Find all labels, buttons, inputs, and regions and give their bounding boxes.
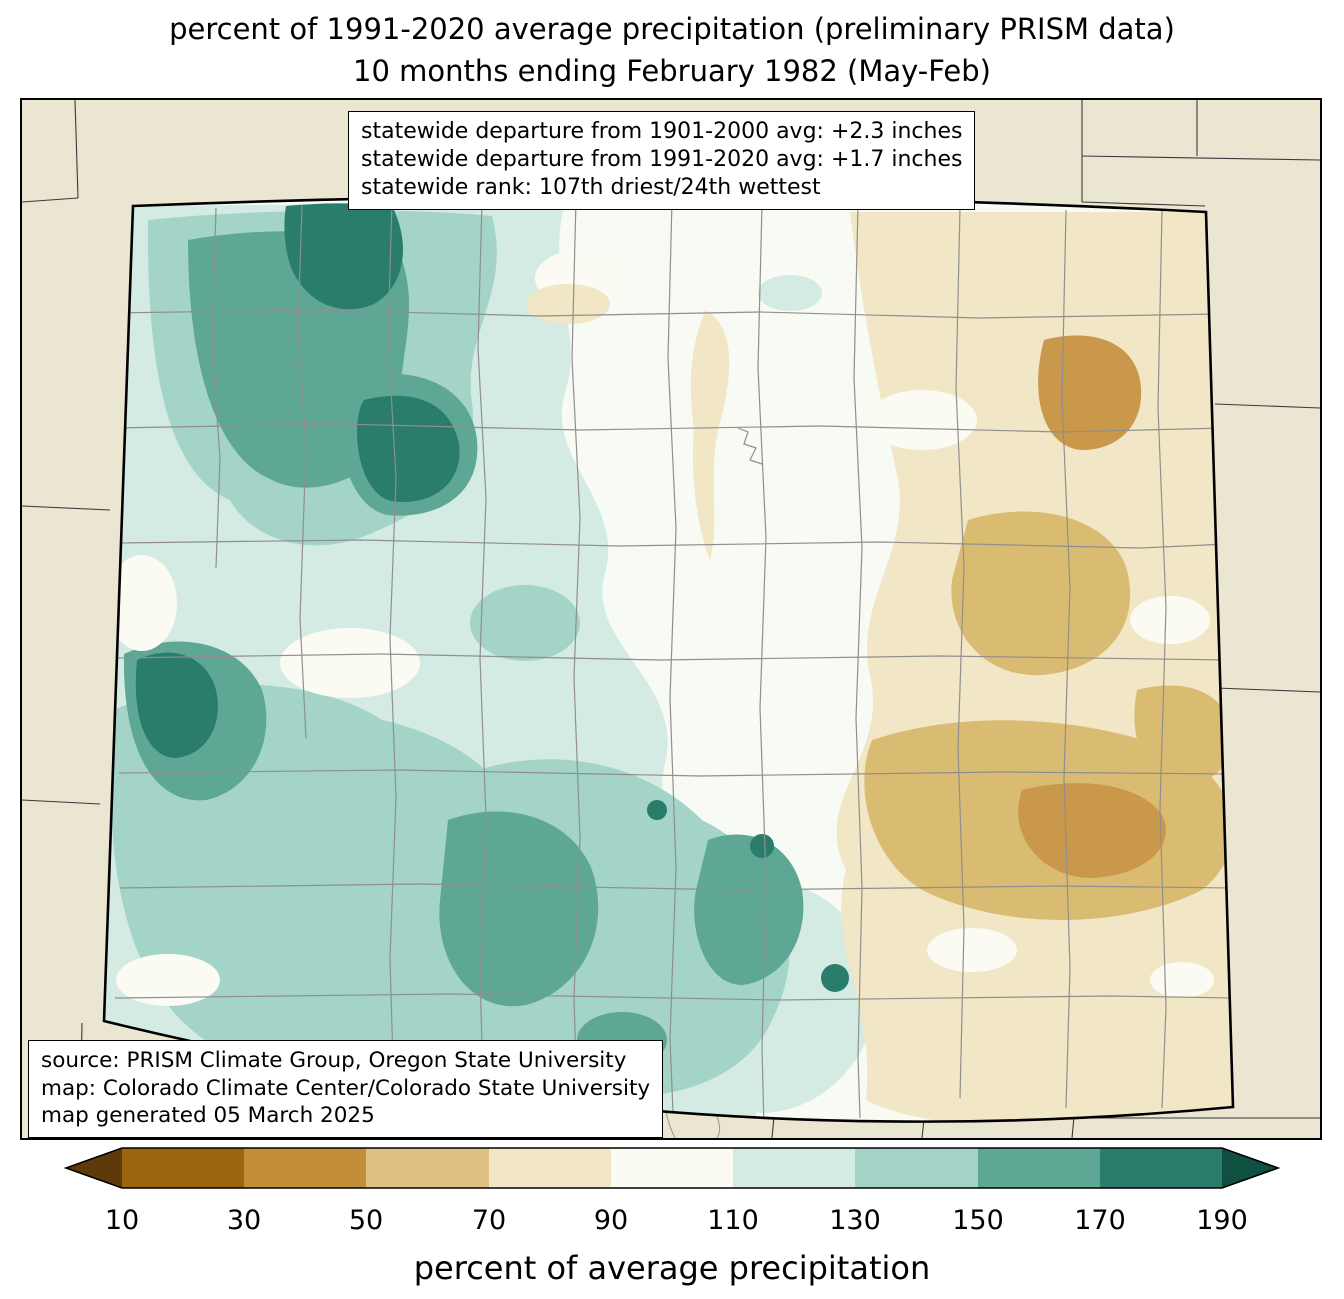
colorbar-segment-150-170 (978, 1148, 1100, 1188)
colorbar-segment-90-110 (611, 1148, 733, 1188)
source-line-2: map: Colorado Climate Center/Colorado St… (41, 1075, 651, 1101)
county-lines (109, 199, 1233, 1122)
county-line (853, 205, 863, 1119)
neighbor-line (21, 799, 101, 805)
source-line-3: map generated 05 March 2025 (41, 1103, 375, 1129)
region-east-edge-tan (1134, 685, 1232, 786)
colorbar-tick-label: 90 (594, 1205, 628, 1236)
stats-line-3: statewide rank: 107th driest/24th wettes… (361, 175, 821, 201)
neighbor-line (21, 505, 111, 511)
source-credit-box: source: PRISM Climate Group, Oregon Stat… (28, 1040, 664, 1138)
county-line (118, 769, 1233, 777)
region-white-patch (867, 390, 977, 450)
page-title-line2: 10 months ending February 1982 (May-Feb) (353, 54, 991, 89)
region-ne-teal-spot (758, 275, 822, 311)
colorbar-segment-70-90 (489, 1148, 611, 1188)
neighbor-line (1081, 155, 1321, 161)
county-line (1061, 209, 1071, 1109)
neighbor-line (1081, 201, 1206, 207)
county-line (1157, 209, 1167, 1109)
source-line-1: source: PRISM Climate Group, Oregon Stat… (41, 1048, 627, 1073)
denver-metro-lines (737, 427, 763, 465)
region-white-patch (280, 628, 420, 698)
colorbar-outline (63, 1147, 1281, 1189)
region-dark-teal-dot (647, 800, 667, 820)
colorbar-tick-label: 150 (952, 1205, 1004, 1236)
colorbar-tick-label: 50 (349, 1205, 383, 1236)
county-line (757, 203, 767, 1122)
region-south-mid-teal-2 (694, 834, 804, 985)
page-title: percent of 1991-2020 average precipitati… (0, 8, 1344, 92)
county-line (571, 199, 581, 1122)
region-white-patch (116, 954, 220, 1006)
region-north-dark-teal (284, 203, 403, 310)
colorbar-segment-50-70 (366, 1148, 489, 1188)
region-dark-teal-dot (750, 834, 774, 858)
county-line (211, 207, 221, 569)
county-line (955, 207, 965, 1099)
neighbor-line (1215, 687, 1321, 693)
colorbar-segment-170-190 (1100, 1148, 1222, 1188)
region-white-patch (107, 555, 177, 651)
regions-white-west (107, 250, 625, 1006)
region-white-patch (1130, 596, 1210, 644)
region-tan-tongue (690, 310, 730, 560)
region-central-teal-spot (470, 585, 580, 661)
colorbar-segment-130-150 (855, 1148, 978, 1188)
precipitation-colorbar: 10 30 50 70 90 110 130 150 170 190 perce… (63, 1147, 1281, 1287)
county-line (109, 309, 1221, 319)
region-white-patch (1150, 962, 1214, 998)
colorbar-segment-110-130 (733, 1148, 855, 1188)
county-line (387, 201, 397, 1099)
region-ne-dark-tan (1038, 335, 1142, 450)
region-dark-teal-dot (821, 964, 849, 992)
colorbar-tick-label: 170 (1074, 1205, 1126, 1236)
county-line (477, 200, 487, 1109)
colorbar-segment-10-30 (122, 1148, 244, 1188)
region-central-dark-teal (356, 395, 460, 502)
neighbor-line (74, 99, 79, 199)
region-south-mid-teal (439, 811, 599, 1007)
colorbar-tick-label: 30 (227, 1205, 261, 1236)
colorbar-arrow-above-190 (1222, 1148, 1278, 1188)
colorbar-axis-label: percent of average precipitation (414, 1249, 931, 1287)
county-line (119, 883, 1233, 891)
region-east-mid-tan (951, 511, 1131, 676)
stats-line-2: statewide departure from 1991-2020 avg: … (361, 147, 963, 173)
regions-white-east (867, 390, 1214, 998)
neighbor-line (21, 197, 79, 203)
region-tan-spot (526, 284, 610, 324)
county-line (116, 653, 1231, 661)
colorbar-tick-label: 190 (1196, 1205, 1248, 1236)
colorbar-segment-30-50 (244, 1148, 366, 1188)
regions-tan-dark (1018, 335, 1166, 878)
colorbar-tick-label: 110 (707, 1205, 759, 1236)
regions-teal-dark (135, 203, 849, 992)
county-line (114, 993, 1233, 1001)
county-line (111, 423, 1226, 433)
statewide-stats-box: statewide departure from 1901-2000 avg: … (348, 111, 976, 211)
stats-line-1: statewide departure from 1901-2000 avg: … (361, 119, 963, 144)
colorbar-tick-label: 130 (829, 1205, 881, 1236)
colorbar-tick-label: 10 (105, 1205, 139, 1236)
colorbar-arrow-below-10 (66, 1148, 122, 1188)
region-west-dark-teal (135, 652, 218, 758)
region-se-dark-tan (1018, 783, 1166, 878)
colorbar-tick-label: 70 (472, 1205, 506, 1236)
region-white-patch (927, 928, 1017, 972)
neighbor-line (1214, 403, 1321, 409)
page-title-line1: percent of 1991-2020 average precipitati… (169, 12, 1175, 46)
county-line (297, 205, 307, 739)
state-interior (104, 196, 1233, 1122)
county-line (667, 200, 677, 1122)
county-line (114, 539, 1229, 549)
colorado-precipitation-map (20, 98, 1322, 1140)
